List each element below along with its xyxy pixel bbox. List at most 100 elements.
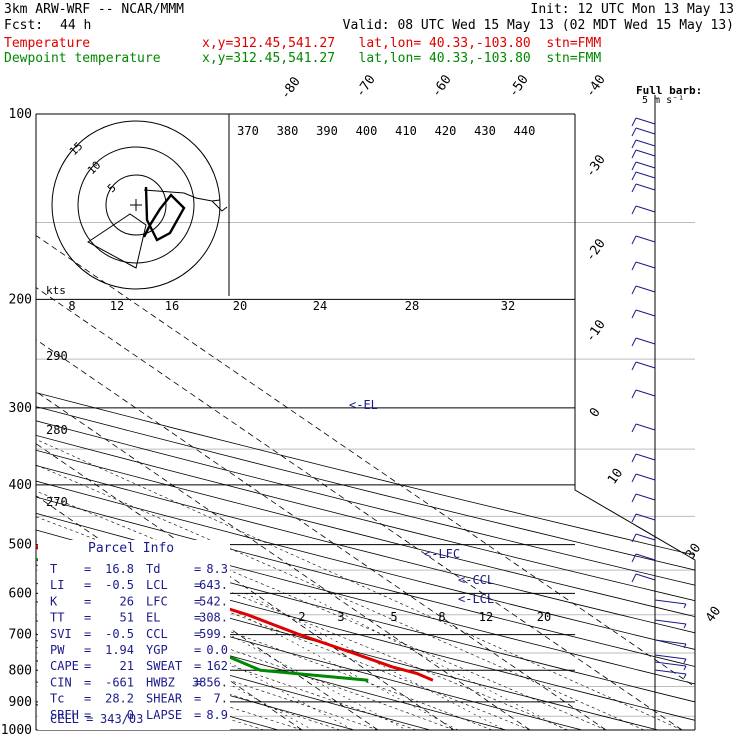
speed-axis-label: 12 [110, 299, 124, 313]
parcel-key: HWBZ [146, 675, 175, 689]
wind-barb-flag [631, 573, 637, 583]
wind-barb-shaft [654, 654, 687, 660]
level-marker: <-EL [349, 398, 378, 412]
wind-barb-shaft [635, 513, 656, 521]
theta-e-label: 410 [395, 124, 417, 138]
wind-barb-flag [683, 658, 687, 664]
moist-adiabat [36, 563, 493, 730]
parcel-key: CIN [50, 675, 72, 689]
parcel-equals: = [84, 594, 91, 608]
wind-barb-shaft [635, 127, 656, 135]
isotherm [36, 234, 695, 688]
dry-adiabat [36, 496, 695, 667]
wind-barb-shaft [635, 309, 656, 317]
parcel-equals: = [194, 643, 201, 657]
hodograph-cell-shape [87, 213, 147, 269]
parcel-value: 16.8 [105, 562, 134, 576]
wind-barb-shaft [635, 453, 656, 461]
hodograph-ring [51, 120, 221, 290]
isotherm-label: -30 [583, 152, 609, 180]
parcel-key: PW [50, 643, 65, 657]
theta-e-label: 380 [277, 124, 299, 138]
wind-barb-flag [631, 117, 637, 127]
wind-barb-flag [631, 235, 637, 245]
wind-barb-shaft [635, 337, 656, 345]
plot-boundary [574, 114, 696, 730]
pressure-label-400: 400 [9, 478, 32, 493]
parcel-value: 8.3 [206, 562, 228, 576]
hodograph-ring [77, 146, 195, 264]
valid-time: Valid: 08 UTC Wed 15 May 13 (02 MDT Wed … [342, 18, 734, 33]
theta-e-label: 420 [435, 124, 457, 138]
mixing-ratio-label: 5 [390, 610, 397, 624]
theta-e-label: 400 [356, 124, 378, 138]
parcel-key: CAPE [50, 659, 79, 673]
hodograph-ring-label: 15 [67, 140, 86, 159]
wind-barb-flag [683, 623, 687, 629]
parcel-value: 0.0 [206, 643, 228, 657]
parcel-key: YGP [146, 643, 168, 657]
parcel-equals: = [84, 675, 91, 689]
parcel-box-background [38, 540, 230, 730]
pressure-label-1000: 1000 [1, 723, 32, 738]
parcel-key: LI [50, 578, 64, 592]
pressure-label-200: 200 [9, 292, 32, 307]
parcel-value: 7. [214, 692, 228, 706]
wind-barb-flag [631, 473, 637, 483]
isotherm-label: -80 [278, 74, 304, 102]
parcel-key: TT [50, 611, 64, 625]
mixing-ratio-label: 8 [438, 610, 445, 624]
wind-barb-flag [631, 171, 637, 181]
wind-barb-shaft [635, 171, 656, 179]
wind-barb-shaft [635, 389, 656, 397]
wind-barb-shaft [635, 473, 656, 481]
speed-axis-label: 32 [501, 299, 515, 313]
pressure-label-100: 100 [9, 107, 32, 122]
wind-barb-flag [683, 603, 687, 609]
mixing-ratio-label: 12 [479, 610, 493, 624]
parcel-equals: = [84, 578, 91, 592]
parcel-key: K [50, 594, 58, 608]
wind-barbs: Full barb:5 m s⁻¹ [631, 84, 702, 679]
parcel-value: -0.5 [105, 578, 134, 592]
wind-barb-flag [683, 643, 687, 649]
hodograph-storm-line [143, 189, 221, 202]
wind-barb-shaft [635, 183, 656, 191]
isotherm-label: 40 [703, 604, 724, 625]
speed-axis-label: 28 [405, 299, 419, 313]
parcel-key: LCL [146, 578, 168, 592]
wind-barb-shaft [635, 493, 656, 501]
level-marker: <-LFC [424, 547, 460, 561]
wind-barb-shaft [654, 639, 687, 645]
parcel-key: SWEAT [146, 659, 182, 673]
wind-barb-flag [683, 665, 687, 671]
forecast-label: Fcst: [4, 18, 44, 33]
theta-e-label: 370 [237, 124, 259, 138]
wind-barb-shaft [654, 619, 687, 625]
wind-barb-shaft [635, 423, 656, 431]
dry-adiabat [36, 465, 695, 634]
parcel-value: 21 [120, 659, 134, 673]
parcel-equals: = [194, 675, 201, 689]
dry-adiabat [36, 420, 695, 586]
hodograph-ring [105, 174, 167, 236]
parcel-value: -661 [105, 675, 134, 689]
hodograph-ring-label: 5 [105, 181, 119, 195]
parcel-key: T [50, 562, 57, 576]
hodograph-trace [142, 186, 186, 242]
dry-adiabat [36, 512, 695, 685]
wind-barb-flag [631, 149, 637, 159]
moist-adiabat [36, 583, 455, 730]
wind-barb-flag [631, 309, 637, 319]
theta-label: 290 [46, 349, 68, 363]
wind-barb-flag [631, 337, 637, 347]
hodograph-storm-line [211, 200, 228, 212]
parcel-equals: = [84, 692, 91, 706]
pressure-label-700: 700 [9, 628, 32, 643]
speed-axis-label: 16 [165, 299, 179, 313]
parcel-equals: = [84, 643, 91, 657]
isotherm-label: -50 [506, 72, 532, 100]
